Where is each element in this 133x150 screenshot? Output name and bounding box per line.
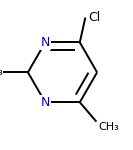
Text: Cl: Cl bbox=[88, 11, 101, 24]
Text: CH₃: CH₃ bbox=[98, 122, 119, 132]
Text: N: N bbox=[41, 36, 50, 49]
Text: CH₃: CH₃ bbox=[0, 67, 3, 77]
Text: N: N bbox=[41, 96, 50, 109]
